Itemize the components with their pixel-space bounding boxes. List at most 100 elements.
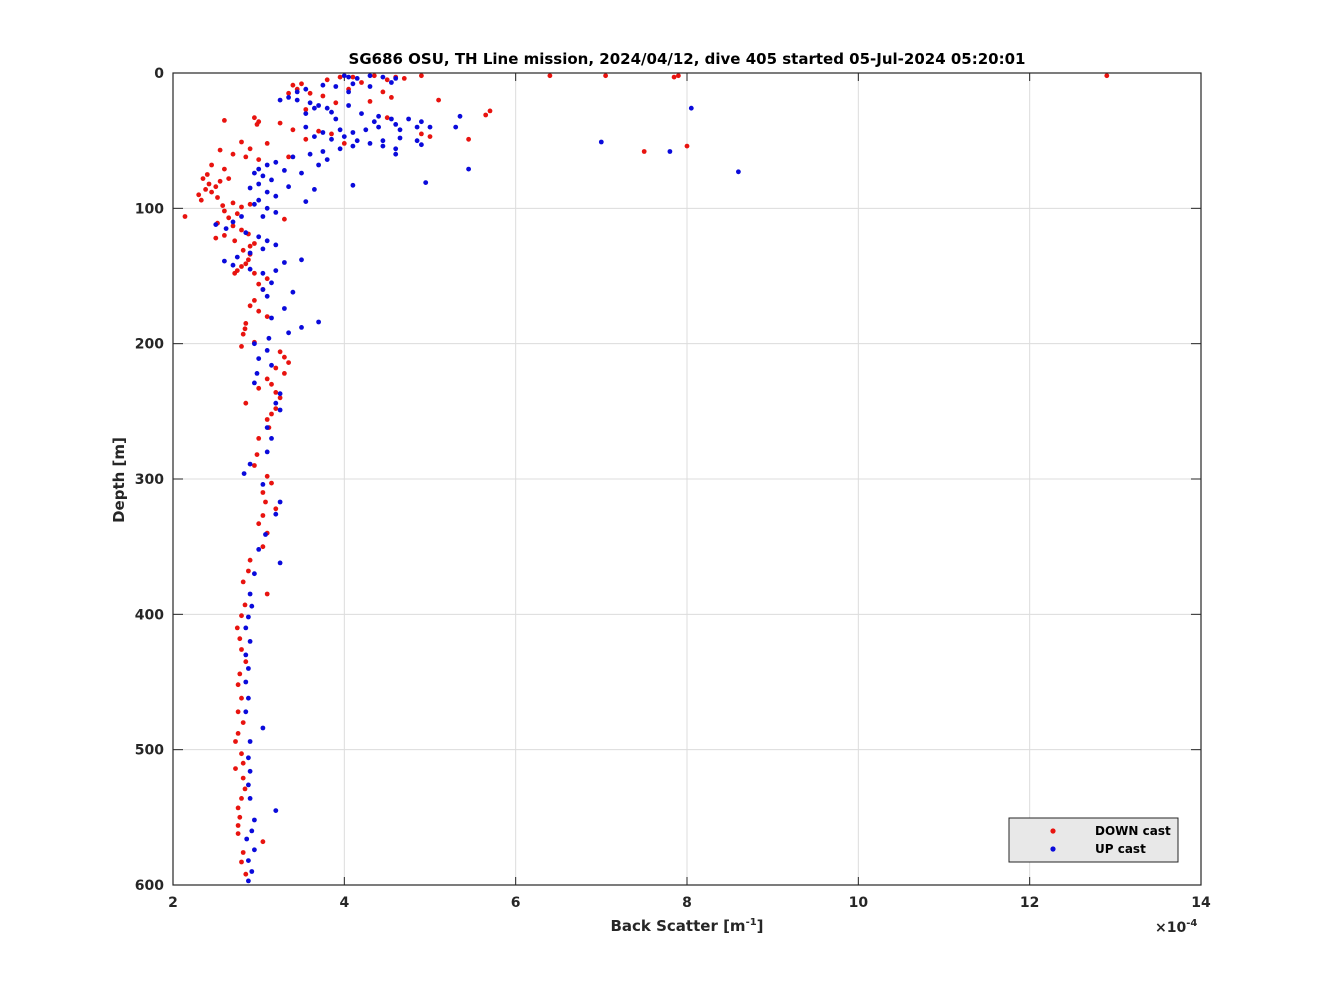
data-point-up-cast bbox=[273, 808, 279, 813]
data-point-up-cast bbox=[316, 319, 321, 325]
data-point-up-cast bbox=[252, 571, 257, 577]
data-point-up-cast bbox=[247, 639, 253, 644]
data-point-up-cast bbox=[367, 73, 373, 79]
data-point-down-cast bbox=[196, 192, 202, 198]
data-point-up-cast bbox=[329, 136, 334, 142]
data-point-down-cast bbox=[206, 181, 212, 187]
data-point-down-cast bbox=[320, 93, 326, 99]
data-point-up-cast bbox=[286, 95, 291, 100]
data-point-down-cast bbox=[252, 463, 257, 468]
data-point-down-cast bbox=[240, 850, 246, 855]
data-point-down-cast bbox=[277, 120, 283, 126]
data-point-down-cast bbox=[350, 74, 356, 80]
data-point-down-cast bbox=[256, 308, 262, 314]
x-tick-label: 10 bbox=[849, 895, 869, 911]
data-point-down-cast bbox=[233, 739, 238, 744]
data-point-up-cast bbox=[256, 356, 262, 361]
data-point-up-cast bbox=[264, 425, 270, 430]
data-point-down-cast bbox=[222, 233, 227, 238]
data-point-up-cast bbox=[393, 146, 399, 152]
data-point-down-cast bbox=[246, 568, 251, 574]
data-point-down-cast bbox=[286, 360, 291, 365]
data-point-down-cast bbox=[419, 131, 424, 137]
data-point-up-cast bbox=[269, 362, 274, 368]
x-axis-label-end: ] bbox=[757, 917, 764, 935]
y-tick-label: 300 bbox=[135, 472, 164, 488]
data-point-up-cast bbox=[263, 532, 268, 537]
data-point-up-cast bbox=[316, 162, 321, 168]
data-point-down-cast bbox=[232, 238, 238, 244]
data-point-down-cast bbox=[277, 349, 283, 355]
data-point-down-cast bbox=[237, 636, 243, 642]
data-point-down-cast bbox=[264, 473, 270, 479]
chart-title: SG686 OSU, TH Line mission, 2024/04/12, … bbox=[349, 50, 1026, 68]
data-point-down-cast bbox=[239, 613, 244, 619]
data-point-up-cast bbox=[736, 169, 741, 175]
data-point-down-cast bbox=[235, 823, 241, 828]
data-point-up-cast bbox=[333, 84, 339, 89]
data-point-up-cast bbox=[303, 199, 309, 205]
data-point-up-cast bbox=[397, 135, 403, 141]
data-point-up-cast bbox=[256, 234, 262, 240]
data-point-down-cast bbox=[243, 261, 249, 267]
data-point-up-cast bbox=[303, 124, 309, 130]
data-point-down-cast bbox=[213, 184, 219, 190]
data-point-down-cast bbox=[256, 385, 262, 391]
data-point-up-cast bbox=[213, 222, 219, 228]
data-point-up-cast bbox=[264, 348, 270, 353]
data-point-down-cast bbox=[204, 172, 210, 177]
data-point-down-cast bbox=[230, 200, 236, 206]
data-point-up-cast bbox=[264, 205, 270, 211]
data-point-up-cast bbox=[453, 124, 459, 130]
x-axis-multiplier: ×10-4 bbox=[1155, 918, 1197, 936]
data-point-down-cast bbox=[256, 157, 262, 163]
data-point-down-cast bbox=[240, 760, 246, 766]
legend-label-down-cast: DOWN cast bbox=[1095, 824, 1171, 838]
legend: DOWN cast UP cast bbox=[1008, 817, 1179, 863]
data-point-down-cast bbox=[239, 751, 244, 757]
data-point-down-cast bbox=[303, 136, 309, 142]
data-point-down-cast bbox=[290, 82, 296, 88]
data-point-down-cast bbox=[235, 731, 241, 736]
data-point-down-cast bbox=[286, 90, 291, 96]
data-point-up-cast bbox=[269, 436, 274, 441]
data-point-up-cast bbox=[230, 219, 236, 225]
data-point-down-cast bbox=[230, 223, 236, 229]
data-point-up-cast bbox=[243, 230, 249, 236]
data-point-down-cast bbox=[436, 97, 441, 103]
data-point-down-cast bbox=[466, 136, 471, 142]
data-point-up-cast bbox=[222, 258, 227, 264]
data-point-up-cast bbox=[252, 341, 257, 347]
data-point-up-cast bbox=[294, 89, 300, 95]
data-point-up-cast bbox=[350, 130, 356, 135]
data-point-up-cast bbox=[247, 796, 253, 801]
data-point-up-cast bbox=[427, 124, 433, 130]
data-point-down-cast bbox=[242, 326, 248, 332]
data-point-up-cast bbox=[254, 371, 260, 376]
data-point-down-cast bbox=[256, 436, 262, 441]
data-point-up-cast bbox=[246, 878, 251, 884]
data-point-down-cast bbox=[380, 89, 386, 95]
y-axis-label: Depth [m] bbox=[110, 437, 128, 523]
data-point-up-cast bbox=[264, 449, 270, 455]
data-point-down-cast bbox=[222, 166, 227, 172]
x-axis-label-text: Back Scatter [m bbox=[610, 917, 745, 935]
data-point-up-cast bbox=[337, 146, 343, 152]
data-point-up-cast bbox=[247, 591, 253, 597]
data-point-up-cast bbox=[246, 666, 251, 671]
data-point-up-cast bbox=[256, 547, 262, 552]
data-point-up-cast bbox=[252, 380, 257, 386]
data-point-down-cast bbox=[239, 859, 244, 865]
data-point-down-cast bbox=[247, 201, 253, 207]
data-point-up-cast bbox=[277, 97, 283, 103]
data-point-down-cast bbox=[260, 490, 266, 495]
data-point-down-cast bbox=[226, 176, 232, 182]
data-point-down-cast bbox=[286, 154, 291, 160]
data-point-down-cast bbox=[234, 211, 240, 217]
data-point-down-cast bbox=[260, 839, 266, 845]
data-point-up-cast bbox=[376, 124, 381, 130]
data-point-up-cast bbox=[249, 869, 255, 874]
data-point-down-cast bbox=[359, 80, 364, 85]
data-point-up-cast bbox=[273, 268, 279, 273]
data-point-down-cast bbox=[213, 235, 219, 241]
